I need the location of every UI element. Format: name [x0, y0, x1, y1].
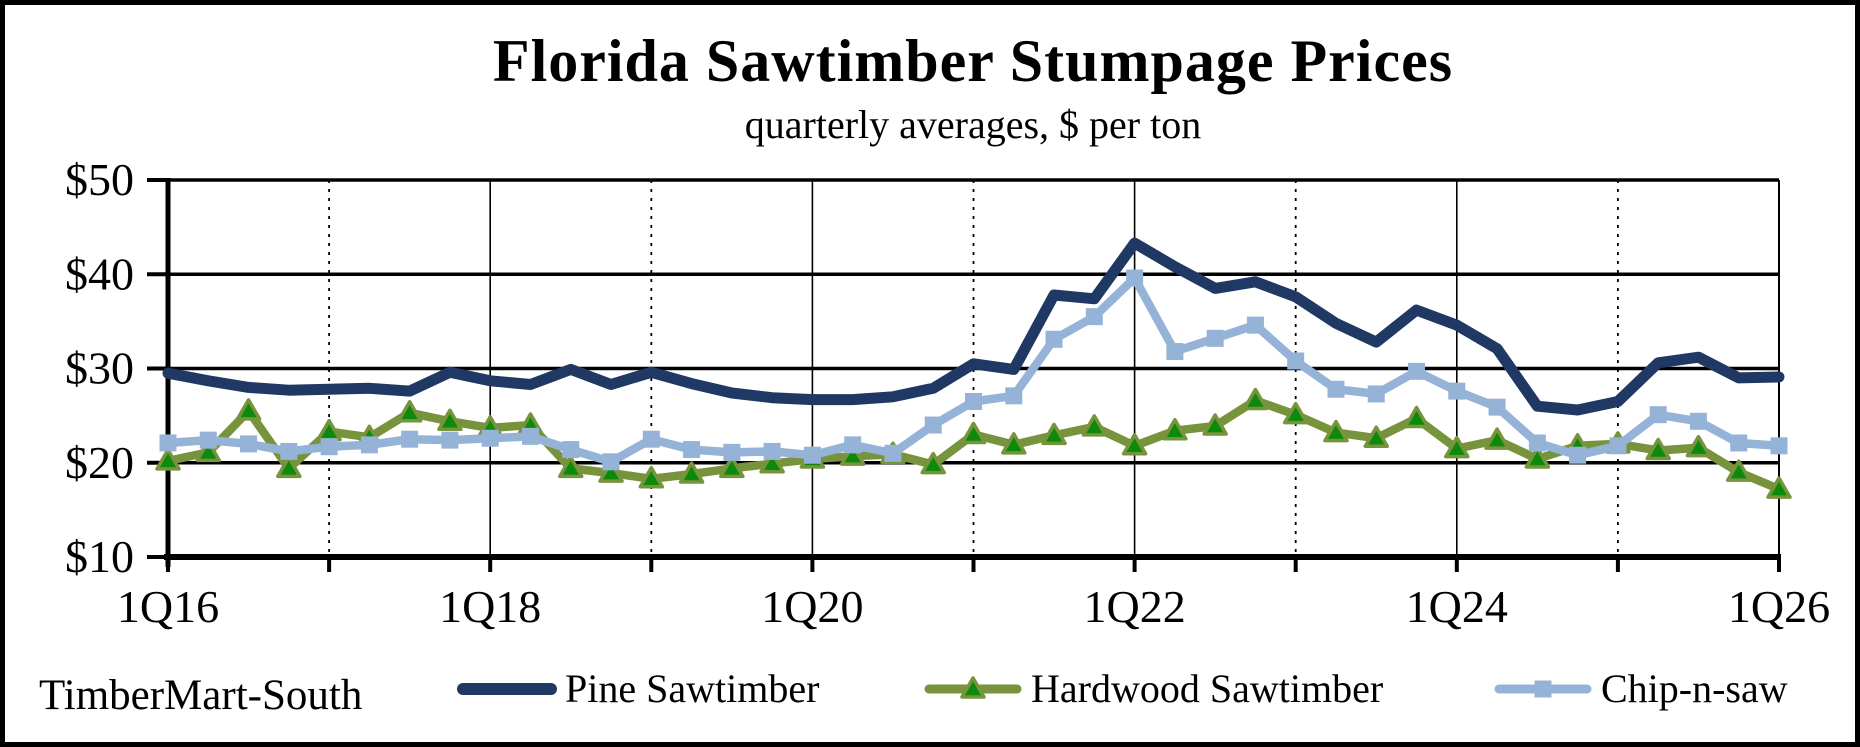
legend-label-hardwood: Hardwood Sawtimber [1031, 666, 1384, 711]
x-tick-labels: 1Q16 1Q18 1Q20 1Q22 1Q24 1Q26 [117, 581, 1830, 632]
series-hardwood-sawtimber [155, 387, 1792, 499]
pine-line-swatch [457, 669, 557, 709]
svg-text:$50: $50 [65, 154, 134, 205]
series-pine-sawtimber [162, 237, 1785, 416]
legend-item-chip-n-saw: Chip-n-saw [1493, 665, 1788, 712]
svg-text:$20: $20 [65, 437, 134, 488]
svg-text:$10: $10 [65, 531, 134, 582]
svg-text:1Q18: 1Q18 [439, 581, 541, 632]
svg-text:1Q20: 1Q20 [761, 581, 863, 632]
legend-sample-hardwood-sawtimber [924, 675, 1022, 699]
svg-text:1Q24: 1Q24 [1406, 581, 1508, 632]
svg-text:$40: $40 [65, 248, 134, 299]
svg-text:1Q26: 1Q26 [1728, 581, 1830, 632]
chart-title: Florida Sawtimber Stumpage Prices [492, 28, 1454, 94]
source-label: TimberMart-South [39, 672, 363, 719]
series-chip-n-saw [159, 269, 1788, 471]
svg-text:1Q22: 1Q22 [1083, 581, 1185, 632]
legend-item-pine-sawtimber: Pine Sawtimber [457, 665, 819, 712]
legend-item-hardwood-sawtimber: Hardwood Sawtimber [923, 665, 1383, 712]
svg-text:1Q16: 1Q16 [117, 581, 219, 632]
legend-label-pine: Pine Sawtimber [565, 666, 820, 711]
legend-sample-pine-sawtimber [457, 682, 557, 695]
hardwood-line-swatch [923, 669, 1023, 709]
chart-subtitle: quarterly averages, $ per ton [744, 102, 1202, 147]
y-tick-labels: $10 $20 $30 $40 $50 [65, 154, 134, 582]
legend-sample-chip-n-saw [1494, 680, 1592, 697]
svg-text:$30: $30 [65, 343, 134, 394]
chip-n-saw-line-swatch [1493, 669, 1593, 709]
price-chart: $10 $20 $30 $40 $50 1Q16 1Q18 1Q20 1Q22 1Q24 1Q26 [65, 154, 1830, 632]
legend-label-chip: Chip-n-saw [1601, 666, 1788, 711]
